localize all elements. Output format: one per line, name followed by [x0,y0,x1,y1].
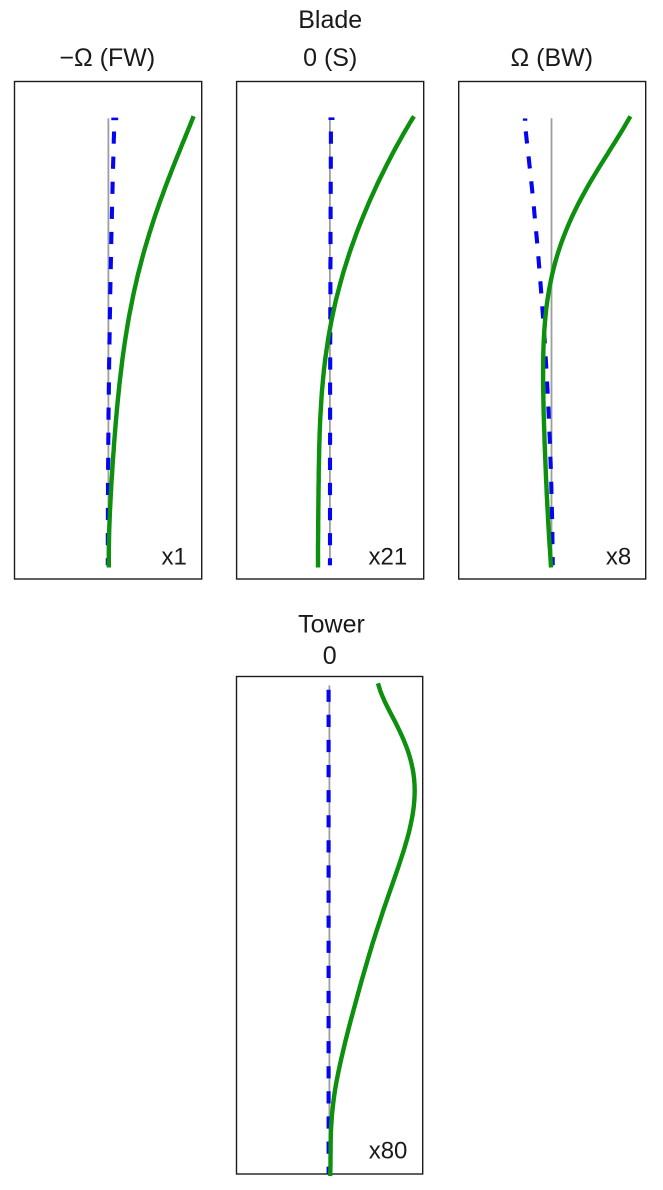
svg-text:Ω (BW): Ω (BW) [511,44,594,72]
svg-text:x21: x21 [369,544,408,571]
svg-text:−Ω (FW): −Ω (FW) [59,44,155,72]
svg-text:x80: x80 [369,1137,408,1164]
svg-text:0: 0 [323,642,337,670]
svg-text:x1: x1 [162,544,187,571]
svg-text:Blade: Blade [298,6,362,34]
svg-text:0 (S): 0 (S) [303,44,357,72]
svg-text:Tower: Tower [298,611,365,639]
svg-text:x8: x8 [606,544,631,571]
